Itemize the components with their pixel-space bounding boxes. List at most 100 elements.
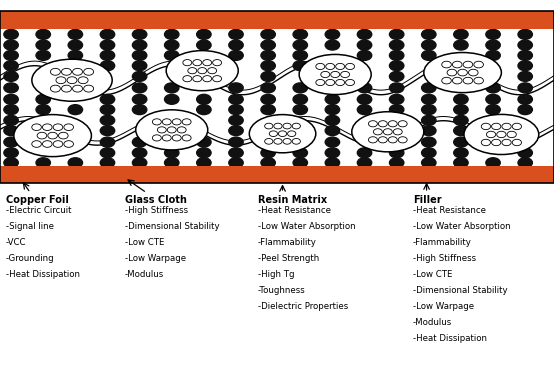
Circle shape bbox=[56, 77, 66, 84]
Circle shape bbox=[293, 148, 307, 158]
Circle shape bbox=[518, 40, 532, 50]
Circle shape bbox=[132, 50, 147, 60]
Circle shape bbox=[389, 94, 404, 104]
Text: -Modulus: -Modulus bbox=[413, 318, 452, 327]
Circle shape bbox=[132, 29, 147, 39]
Bar bbox=[0, 11, 554, 29]
Circle shape bbox=[454, 40, 468, 50]
Circle shape bbox=[325, 105, 340, 115]
Circle shape bbox=[4, 61, 18, 71]
Circle shape bbox=[518, 105, 532, 115]
Circle shape bbox=[132, 148, 147, 158]
Ellipse shape bbox=[32, 59, 112, 101]
Circle shape bbox=[165, 148, 179, 158]
Circle shape bbox=[518, 94, 532, 104]
Circle shape bbox=[132, 105, 147, 115]
Circle shape bbox=[183, 60, 192, 66]
Circle shape bbox=[469, 69, 478, 76]
Circle shape bbox=[73, 68, 83, 75]
Circle shape bbox=[213, 60, 222, 66]
Circle shape bbox=[422, 115, 436, 125]
Circle shape bbox=[100, 105, 115, 115]
Text: -VCC: -VCC bbox=[6, 238, 26, 247]
Circle shape bbox=[4, 50, 18, 60]
Circle shape bbox=[368, 121, 377, 127]
Circle shape bbox=[398, 137, 407, 143]
Circle shape bbox=[213, 76, 222, 82]
Circle shape bbox=[486, 50, 500, 60]
Text: -Low Warpage: -Low Warpage bbox=[125, 254, 186, 263]
Circle shape bbox=[193, 76, 202, 82]
Circle shape bbox=[326, 79, 335, 86]
Circle shape bbox=[442, 61, 452, 68]
Circle shape bbox=[182, 135, 191, 141]
Circle shape bbox=[383, 129, 392, 135]
Circle shape bbox=[518, 71, 532, 81]
Circle shape bbox=[422, 50, 436, 60]
Circle shape bbox=[68, 40, 83, 50]
Circle shape bbox=[389, 40, 404, 50]
Circle shape bbox=[331, 71, 340, 78]
Circle shape bbox=[4, 126, 18, 136]
Circle shape bbox=[100, 148, 115, 158]
Ellipse shape bbox=[166, 50, 238, 91]
Circle shape bbox=[100, 40, 115, 50]
Circle shape bbox=[197, 137, 211, 147]
Circle shape bbox=[183, 76, 192, 82]
Circle shape bbox=[4, 115, 18, 125]
Circle shape bbox=[422, 137, 436, 147]
Ellipse shape bbox=[136, 110, 208, 150]
Circle shape bbox=[261, 83, 275, 93]
Circle shape bbox=[293, 94, 307, 104]
Circle shape bbox=[288, 131, 296, 136]
Circle shape bbox=[78, 77, 88, 84]
Text: -Dimensional Stability: -Dimensional Stability bbox=[413, 286, 507, 295]
Circle shape bbox=[497, 131, 506, 138]
Circle shape bbox=[422, 158, 436, 168]
Circle shape bbox=[68, 105, 83, 115]
Circle shape bbox=[388, 121, 397, 127]
Circle shape bbox=[512, 123, 521, 129]
Circle shape bbox=[261, 71, 275, 81]
Text: Filler: Filler bbox=[413, 195, 442, 205]
Circle shape bbox=[292, 123, 300, 129]
Circle shape bbox=[36, 105, 50, 115]
Text: -Low Water Absorption: -Low Water Absorption bbox=[258, 222, 355, 231]
Circle shape bbox=[197, 29, 211, 39]
Circle shape bbox=[203, 76, 212, 82]
Circle shape bbox=[378, 121, 387, 127]
Circle shape bbox=[68, 50, 83, 60]
Bar bbox=[0, 29, 554, 166]
Text: -Dimensional Stability: -Dimensional Stability bbox=[125, 222, 219, 231]
Circle shape bbox=[261, 94, 275, 104]
Circle shape bbox=[100, 137, 115, 147]
Circle shape bbox=[36, 29, 50, 39]
Circle shape bbox=[165, 29, 179, 39]
Circle shape bbox=[357, 29, 372, 39]
Circle shape bbox=[292, 139, 300, 144]
Circle shape bbox=[357, 83, 372, 93]
Circle shape bbox=[422, 29, 436, 39]
Text: Copper Foil: Copper Foil bbox=[6, 195, 68, 205]
Circle shape bbox=[229, 83, 243, 93]
Text: -Toughness: -Toughness bbox=[258, 286, 305, 295]
Circle shape bbox=[64, 141, 74, 147]
Circle shape bbox=[293, 50, 307, 60]
Circle shape bbox=[59, 132, 68, 139]
Circle shape bbox=[229, 137, 243, 147]
Circle shape bbox=[293, 40, 307, 50]
Circle shape bbox=[454, 115, 468, 125]
Circle shape bbox=[422, 126, 436, 136]
Circle shape bbox=[177, 127, 186, 133]
Circle shape bbox=[48, 132, 58, 139]
Circle shape bbox=[197, 148, 211, 158]
Circle shape bbox=[100, 126, 115, 136]
Circle shape bbox=[357, 94, 372, 104]
Circle shape bbox=[4, 94, 18, 104]
Circle shape bbox=[283, 123, 291, 129]
Bar bbox=[0, 166, 554, 183]
Circle shape bbox=[265, 123, 273, 129]
Text: -Heat Dissipation: -Heat Dissipation bbox=[6, 270, 80, 279]
Circle shape bbox=[132, 94, 147, 104]
Circle shape bbox=[100, 115, 115, 125]
